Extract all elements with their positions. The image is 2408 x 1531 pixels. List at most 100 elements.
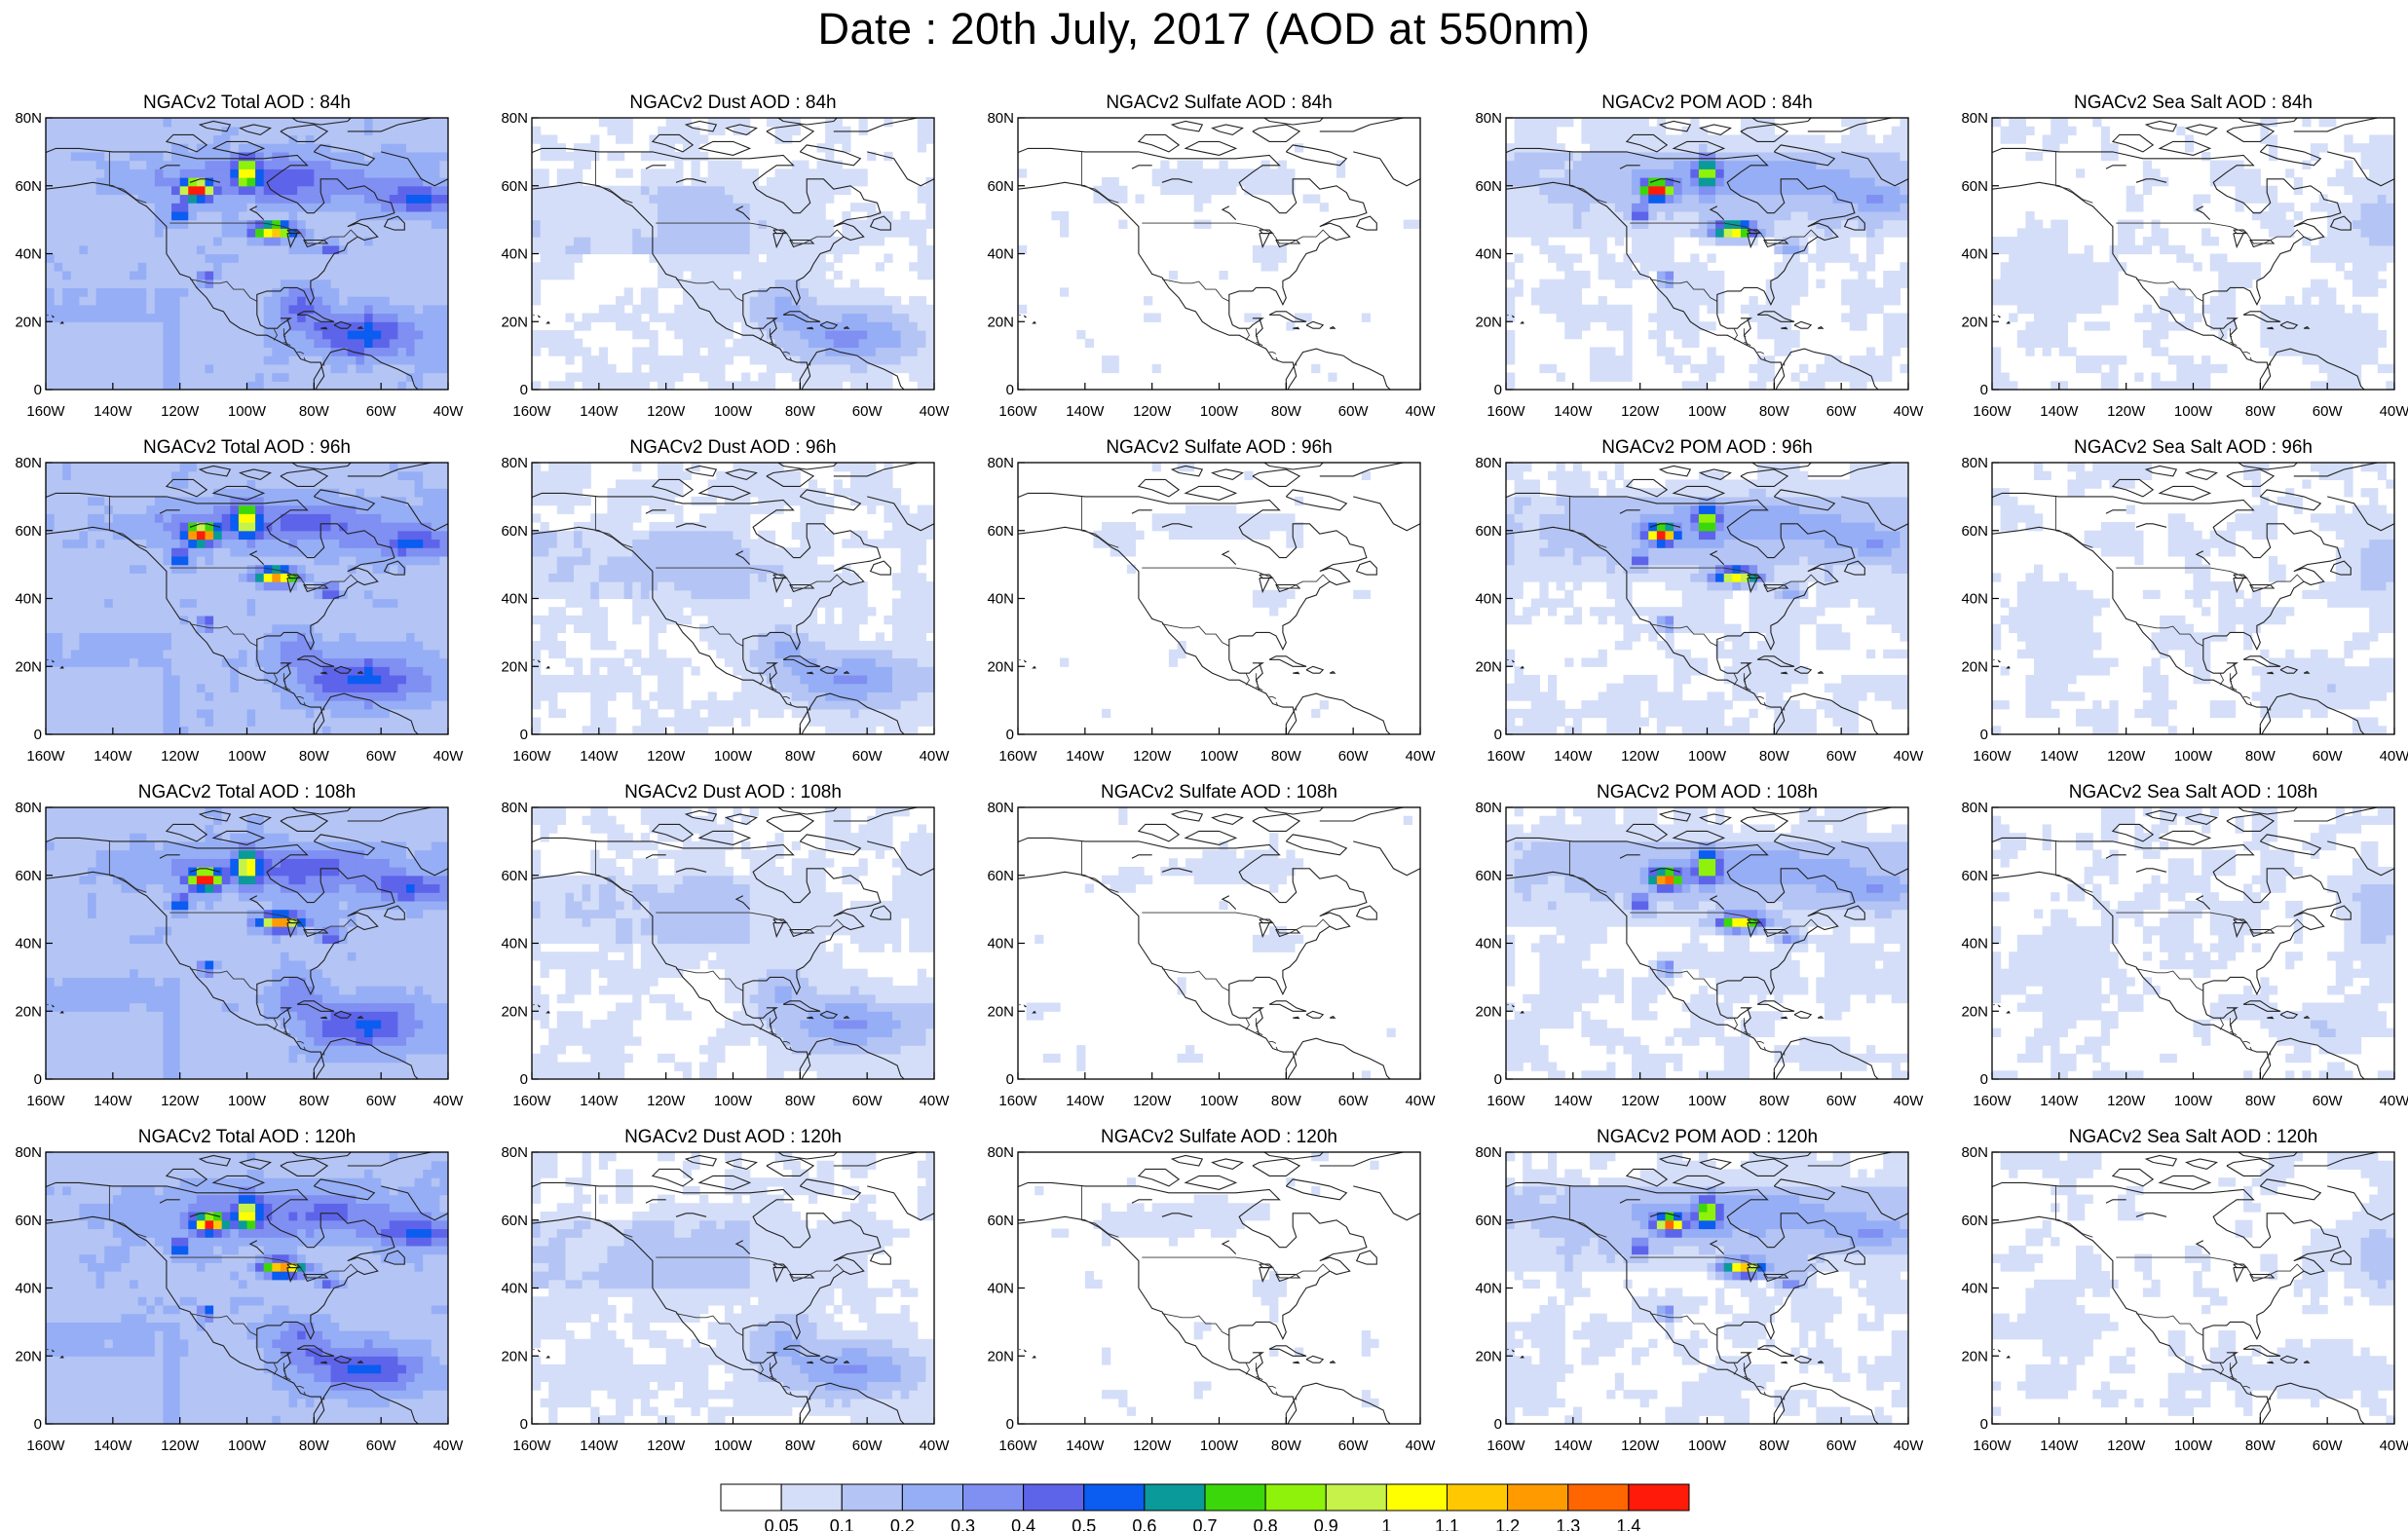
map-panel-sulfate-96h: NGACv2 Sulfate AOD : 96h 80N 60N 40N 20N 0 160…: [987, 437, 1436, 765]
coastline: [799, 144, 862, 167]
coastline: [1285, 834, 1348, 856]
lat-tick-label: 60N: [1475, 178, 1502, 195]
coastline: [1032, 665, 1036, 669]
country-border: [1757, 1041, 1765, 1044]
coastline: [684, 1154, 718, 1167]
coastline: [2303, 1360, 2311, 1363]
lat-tick-label: 20N: [987, 1348, 1014, 1364]
coastline: [1262, 807, 1324, 815]
country-border: [169, 567, 358, 589]
coastline: [381, 496, 448, 532]
lon-tick-label: 140W: [94, 403, 132, 420]
lat-tick-label: 60N: [501, 178, 528, 195]
aod-field: [1018, 1152, 1420, 1424]
lat-tick-label: 20N: [1961, 314, 1988, 330]
coastline: [843, 670, 850, 674]
country-border: [2249, 356, 2253, 361]
lat-tick-label: 20N: [15, 314, 42, 330]
coastline: [165, 823, 208, 842]
lat-tick-label: 40N: [1961, 1281, 1988, 1297]
colorbar-label: 0.5: [1072, 1516, 1096, 1531]
coastline: [1131, 1199, 1152, 1204]
figure-title: Date : 20th July, 2017 (AOD at 550nm): [817, 4, 1591, 54]
country-border: [1568, 840, 1607, 893]
lon-tick-label: 140W: [580, 748, 619, 765]
aod-field: [532, 463, 934, 734]
country-border: [1161, 968, 1230, 991]
coastline: [1275, 928, 1301, 938]
coastline: [651, 478, 695, 498]
coastline: [290, 118, 352, 126]
coastline: [313, 1037, 419, 1079]
coastline: [211, 830, 266, 845]
map-panel-pom-108h: NGACv2 POM AOD : 108h 80N 60N 40N 20N 0 160W 14…: [1475, 782, 1924, 1109]
lon-tick-label: 80W: [1271, 403, 1302, 420]
coastline: [303, 928, 329, 938]
country-border: [1269, 1386, 1277, 1389]
lat-tick-label: 0: [1980, 382, 1988, 398]
country-border: [2219, 1017, 2225, 1030]
coastline: [651, 823, 695, 842]
coastline: [1619, 165, 1640, 169]
coastline: [2249, 239, 2276, 248]
country-border: [283, 1375, 291, 1381]
coastline: [313, 489, 376, 511]
country-border: [1744, 1030, 1751, 1036]
coastline: [1619, 509, 1640, 514]
coastline: [1781, 1361, 1788, 1364]
coastline: [1747, 578, 1758, 594]
coastline: [1520, 1355, 1524, 1359]
country-border: [1142, 222, 1331, 244]
coastline: [782, 655, 821, 667]
lon-tick-label: 160W: [26, 403, 65, 420]
colorbar-label: 0.2: [890, 1516, 915, 1531]
coastline: [2111, 478, 2155, 498]
coastline: [2233, 922, 2244, 939]
coastline: [537, 659, 541, 663]
coastline: [1992, 837, 2342, 1019]
lon-tick-label: 140W: [1066, 1093, 1105, 1109]
coastline: [1355, 905, 1377, 920]
lon-tick-label: 140W: [2040, 748, 2079, 765]
coastline: [2303, 325, 2311, 329]
country-border: [2249, 1391, 2253, 1396]
coastline: [1355, 215, 1377, 231]
map-panel-seasalt-120h: NGACv2 Sea Salt AOD : 120h 80N 60N 40N 20N 0 1…: [1961, 1127, 2408, 1454]
colorbar-swatch: [962, 1483, 1025, 1512]
coastline: [1699, 813, 1733, 825]
lon-tick-label: 160W: [1486, 1438, 1525, 1454]
coastline: [198, 120, 232, 132]
lat-tick-label: 20N: [1961, 658, 1988, 675]
country-border: [1269, 696, 1277, 699]
lat-tick-label: 60N: [501, 523, 528, 540]
coastline: [1773, 834, 1836, 856]
coastline: [1305, 665, 1325, 674]
coastline: [1699, 124, 1733, 135]
lat-tick-label: 80N: [987, 455, 1014, 471]
lon-tick-label: 80W: [1759, 748, 1790, 765]
aod-field: [532, 1152, 934, 1424]
country-border: [2116, 567, 2305, 589]
country-border: [273, 1017, 279, 1030]
lon-tick-label: 160W: [512, 748, 551, 765]
coastline: [776, 807, 838, 815]
coastline: [248, 895, 265, 910]
country-border: [297, 1386, 305, 1389]
lon-tick-label: 160W: [512, 1438, 551, 1454]
coastline: [1252, 813, 1301, 832]
coastline: [1032, 320, 1036, 324]
lon-tick-label: 100W: [228, 1438, 267, 1454]
coastline: [189, 523, 221, 528]
coastline: [1649, 178, 1681, 183]
coastline: [1520, 665, 1524, 669]
coastline: [1506, 1181, 1856, 1363]
coastline: [807, 1361, 814, 1364]
coastline: [1032, 1010, 1036, 1014]
coastline: [239, 124, 273, 135]
lat-tick-label: 0: [520, 382, 528, 398]
lon-tick-label: 60W: [1338, 1093, 1370, 1109]
country-border: [2219, 1362, 2225, 1375]
coastline: [1672, 830, 1726, 845]
coastline: [1285, 1382, 1391, 1424]
coastline: [645, 165, 666, 169]
